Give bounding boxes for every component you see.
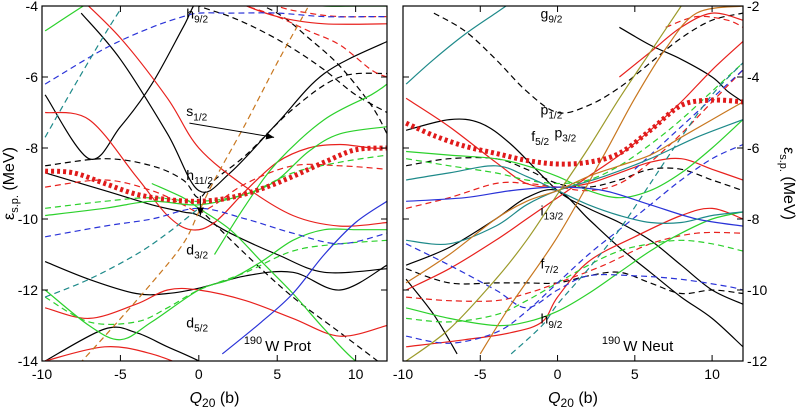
orbital-label-d5-2: d5/2 [186,314,208,334]
level-curve-22 [405,6,508,85]
level-curve-9 [619,12,743,78]
level-curve-23 [44,239,387,325]
level-curve-6 [197,6,387,114]
level-curve-5 [406,156,743,192]
y-axis-label: εs.p. (MeV) [1,147,21,220]
x-tick-label: -5 [114,366,127,382]
level-curve-9 [45,111,387,231]
y-tick-label: -8 [747,211,760,227]
y-tick-label: -6 [747,140,760,156]
plot-frame [402,5,744,362]
level-curve-2 [44,172,387,274]
level-curve-16 [406,62,743,185]
level-curve-18 [406,186,743,227]
orbital-label-p3-2: p3/2 [554,124,576,144]
neutron-panel: -10 -5 0 5 10 -12 -10 -8 -6 -4 -2 Q20 (b) εs.p. (MeV… [393,0,797,410]
x-tick-label: 0 [554,366,562,382]
orbital-label-i13-2: i13/2 [541,202,564,222]
y-tick-label: -12 [18,282,38,298]
level-curve-28 [405,6,682,361]
level-curve-28 [44,207,200,298]
y-tick-label: -4 [26,0,39,14]
orbital-label-h11-2: h11/2 [186,167,213,187]
level-curve-12 [44,345,175,361]
level-curve-26 [44,207,387,245]
arrow-head [265,132,275,140]
level-curve-8 [406,207,743,348]
level-curve-19 [44,228,387,341]
level-curve-23 [406,165,743,224]
x-tick-label: 10 [704,366,720,382]
x-tick-label: 0 [195,366,203,382]
level-curve-0 [405,118,743,305]
annotation-arrow [189,122,275,138]
level-curve-20 [405,243,743,309]
level-curve-6 [405,268,743,295]
level-curve-14 [45,163,387,213]
level-curve-7 [198,207,379,361]
y-tick-label: -10 [747,282,767,298]
level-curve-24 [221,200,387,355]
orbital-label-f5-2: f5/2 [531,128,549,148]
level-curve-3 [405,188,743,348]
level-curve-5 [45,72,387,199]
level-curve-1 [80,12,387,193]
level-curve-27 [479,6,743,355]
level-curve-10 [87,6,387,227]
x-axis-label: Q20 (b) [548,390,598,410]
level-curve-25 [44,12,387,85]
level-curve-27 [44,9,121,138]
fermi-level-curve [405,97,743,167]
orbital-label-d3-2: d3/2 [186,242,208,262]
orbital-label-h9-2: h9/2 [186,5,208,25]
y-tick-label: -14 [18,353,38,369]
plot-frame [41,5,388,362]
level-curve-3 [44,261,387,296]
level-curve-19 [406,143,743,344]
proton-panel: -10 -5 0 5 10 -14 -12 -10 -8 -6 -4 Q20 (b) εs.p. (Me… [1,0,388,410]
level-curve-15 [243,6,387,78]
x-tick-label: -10 [393,366,413,382]
level-curve-13 [665,15,743,28]
level-curve-22 [45,154,387,209]
y-axis-label: εs.p. (MeV) [777,147,797,220]
y-tick-label: -6 [26,69,39,85]
orbital-label-s1-2: s1/2 [186,103,207,123]
x-tick-label: 10 [348,366,364,382]
x-tick-label: 5 [273,366,281,382]
x-axis-label: Q20 (b) [190,390,240,410]
level-curve-8 [261,6,387,135]
level-curve-4 [44,326,201,361]
arrow-head [196,207,204,216]
level-curve-4 [433,12,743,114]
level-curve-17 [406,239,743,323]
level-curve-14 [406,119,743,199]
y-tick-label: -8 [26,140,39,156]
fermi-level-curve [44,145,387,204]
y-tick-label: -2 [747,0,760,14]
level-curve-2 [619,26,743,103]
orbital-label-f7-2: f7/2 [541,256,559,276]
level-curve-21 [634,69,743,170]
x-tick-label: 5 [631,366,639,382]
level-curve-15 [405,211,743,327]
y-tick-label: -12 [747,353,767,369]
level-curve-29 [81,6,310,361]
nucleus-label: 190 W Prot [244,335,312,355]
y-tick-label: -10 [18,211,38,227]
orbital-label-h9-2: h9/2 [541,311,563,331]
level-curve-25 [510,62,743,355]
orbital-label-g9-2: g9/2 [541,5,563,25]
x-tick-label: -5 [474,366,487,382]
level-curve-17 [44,6,387,32]
level-curve-26 [405,101,743,284]
x-tick-label: -10 [32,366,52,382]
orbital-label-p1-2: p1/2 [541,101,563,121]
level-curve-21 [213,83,387,255]
nucleus-label: 190 W Neut [602,335,674,355]
y-tick-label: -4 [747,69,760,85]
